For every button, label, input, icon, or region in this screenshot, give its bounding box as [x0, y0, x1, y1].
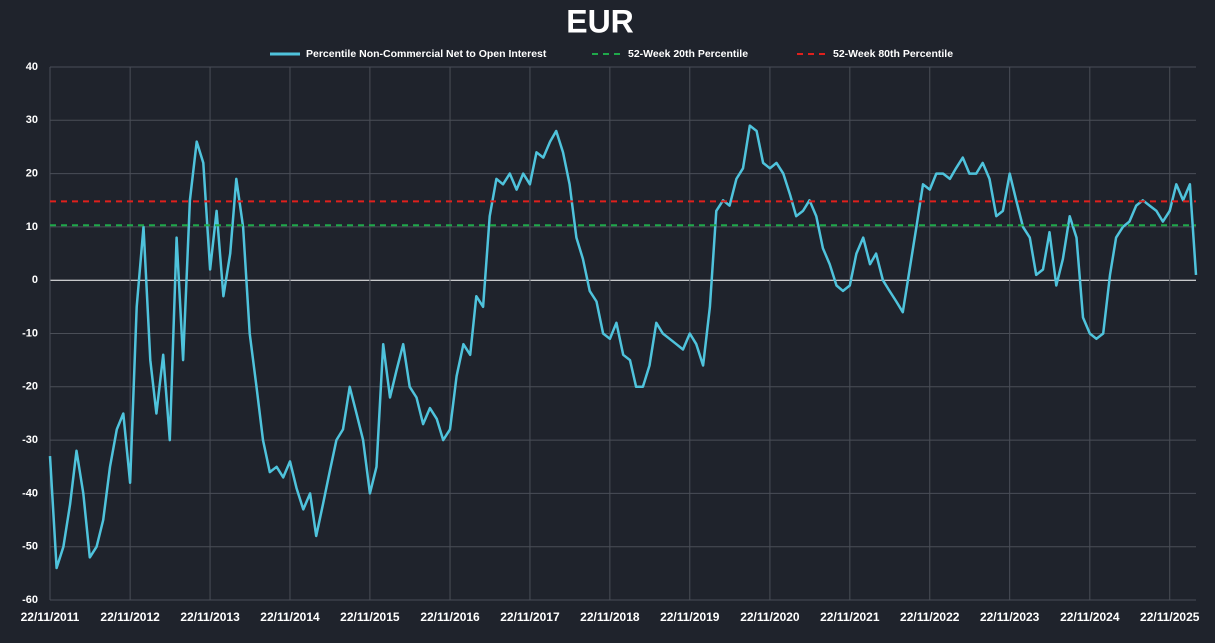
legend-label: 52-Week 80th Percentile [833, 48, 953, 60]
y-tick-label: -50 [22, 541, 38, 553]
y-tick-label: -30 [22, 434, 38, 446]
x-tick-label: 22/11/2015 [340, 610, 400, 624]
y-tick-label: 10 [26, 221, 38, 233]
chart-title: EUR [566, 3, 634, 39]
y-tick-label: 20 [26, 168, 38, 180]
x-tick-label: 22/11/2017 [500, 610, 560, 624]
y-tick-label: -10 [22, 327, 38, 339]
x-tick-label: 22/11/2021 [820, 610, 880, 624]
y-tick-label: -40 [22, 487, 38, 499]
y-tick-label: 0 [32, 274, 38, 286]
x-tick-label: 22/11/2020 [740, 610, 800, 624]
x-tick-label: 22/11/2016 [420, 610, 480, 624]
x-tick-label: 22/11/2012 [100, 610, 160, 624]
x-tick-label: 22/11/2011 [21, 610, 80, 624]
x-tick-label: 22/11/2019 [660, 610, 720, 624]
y-tick-label: -20 [22, 381, 38, 393]
y-tick-label: 30 [26, 114, 38, 126]
legend-label: 52-Week 20th Percentile [628, 48, 748, 60]
x-tick-label: 22/11/2024 [1060, 610, 1120, 624]
x-tick-label: 22/11/2025 [1140, 610, 1200, 624]
x-tick-label: 22/11/2018 [580, 610, 640, 624]
x-tick-label: 22/11/2014 [260, 610, 320, 624]
x-tick-label: 22/11/2023 [980, 610, 1040, 624]
legend-label: Percentile Non-Commercial Net to Open In… [306, 48, 547, 60]
x-tick-label: 22/11/2022 [900, 610, 960, 624]
y-tick-label: -60 [22, 594, 38, 606]
data-line [48, 124, 1198, 570]
x-tick-label: 22/11/2013 [180, 610, 240, 624]
y-tick-label: 40 [26, 61, 38, 73]
